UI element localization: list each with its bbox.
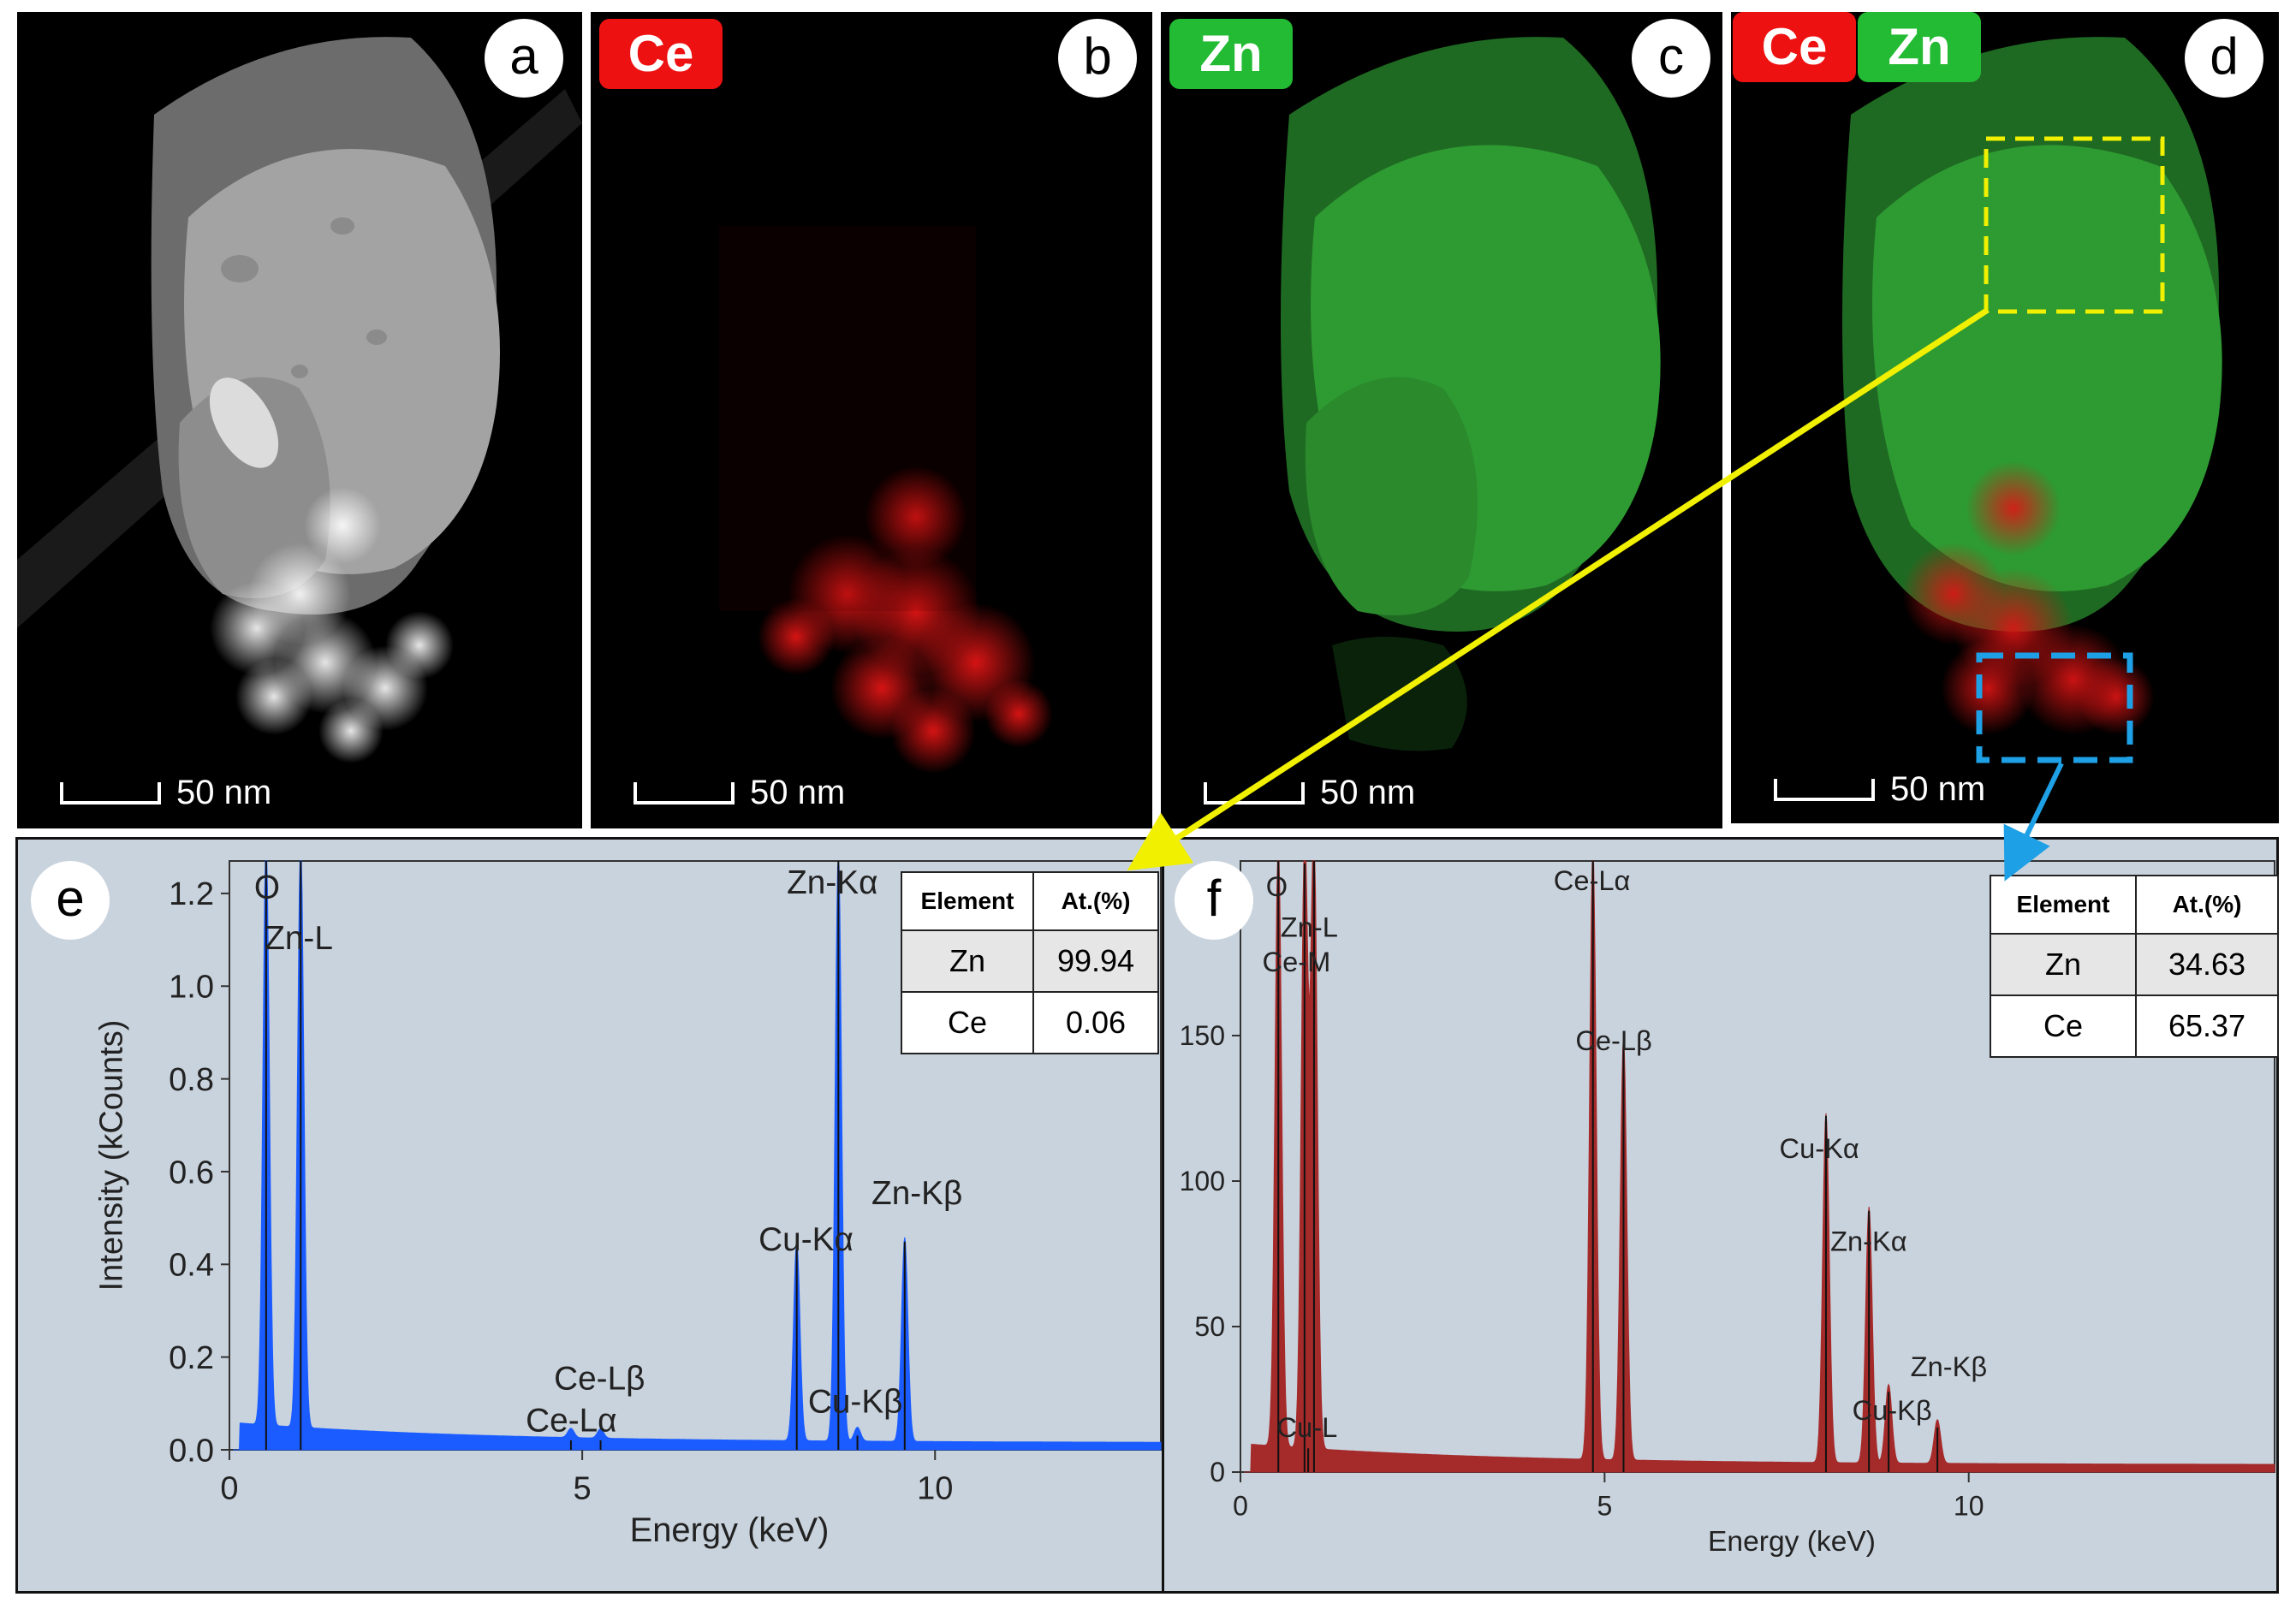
x-tick-label: 0 [220, 1471, 238, 1507]
x-tick-label: 5 [1597, 1490, 1612, 1521]
x-tick-label: 10 [917, 1471, 953, 1507]
panel-c: Zn c 50 nm [1161, 12, 1722, 828]
y-tick-label: 50 [1194, 1311, 1225, 1342]
y-tick-label: 0.4 [169, 1248, 214, 1284]
panel-letter: d [2185, 19, 2263, 98]
peak-label: Zn-Kα [1830, 1226, 1907, 1257]
ce-zn-overlay-image [1842, 37, 2222, 763]
peak-label: O [254, 869, 280, 905]
peak-label: Zn-Kα [787, 864, 877, 901]
panel-letter: c [1632, 19, 1710, 98]
scale-bar-label: 50 nm [176, 774, 272, 811]
y-axis-label: Intensity (kCounts) [94, 1020, 130, 1291]
y-tick-label: 100 [1180, 1166, 1225, 1196]
table-cell: Ce [901, 991, 1034, 1054]
scale-bar-line [1204, 782, 1305, 804]
element-tag-zn: Zn [1858, 12, 1981, 82]
peak-label: Zn-Kβ [871, 1175, 962, 1212]
panel-letter: f [1175, 861, 1253, 940]
element-tag-zn: Zn [1169, 19, 1293, 89]
table-header: At.(%) [1032, 871, 1159, 931]
table-cell: Ce [1990, 994, 2137, 1058]
table-cell: 34.63 [2135, 933, 2279, 996]
x-tick-label: 0 [1233, 1490, 1248, 1521]
element-tag-ce: Ce [1733, 12, 1856, 82]
table-cell: 99.94 [1032, 929, 1159, 993]
scale-bar-line [633, 782, 735, 804]
peak-label: Zn-Kβ [1911, 1351, 1987, 1382]
panel-d: Ce Zn d 50 nm [1731, 12, 2279, 823]
panel-letter: e [31, 861, 110, 940]
y-tick-label: 0.2 [169, 1340, 214, 1376]
panel-letter: a [485, 19, 563, 98]
peak-label: Ce-Lα [1554, 864, 1631, 896]
table-header: Element [901, 871, 1034, 931]
ce-region-box [1976, 652, 2133, 763]
table-header: At.(%) [2135, 875, 2279, 935]
peak-label: Zn-L [1281, 911, 1338, 942]
spectrum-e-chart: 0.0 0.2 0.4 0.6 0.8 1.0 1.2 0 5 10 Energy (keV) Int… [94, 860, 1162, 1549]
table-cell: Zn [1990, 933, 2137, 996]
panel-b: Ce b 50 nm [591, 12, 1152, 828]
composition-table-e: Element At.(%) Zn 99.94 Ce 0.06 [901, 871, 1159, 1054]
scale-bar-label: 50 nm [750, 774, 846, 811]
scale-bar-line [1774, 779, 1875, 801]
y-tick-label: 1.2 [169, 876, 214, 912]
y-tick-label: 0 [1210, 1457, 1225, 1487]
peak-label: Ce-Lβ [554, 1361, 645, 1398]
x-tick-label: 10 [1954, 1490, 1984, 1521]
peak-label: O [1266, 870, 1288, 902]
table-header: Element [1990, 875, 2137, 935]
y-tick-label: 0.8 [169, 1062, 214, 1098]
element-tag-ce: Ce [599, 19, 723, 89]
spectrum-area [1244, 859, 2275, 1473]
panel-letter: b [1058, 19, 1137, 98]
peak-label: Cu-Kβ [1853, 1394, 1932, 1426]
peak-label: Cu-Kβ [808, 1384, 903, 1421]
y-tick-label: 0.0 [169, 1433, 214, 1469]
y-tick-label: 150 [1180, 1020, 1225, 1051]
spectrum-f-chart: 0501001502000510Energy (keV)Intensity (C… [1180, 859, 2275, 1558]
peak-label: Cu-Kα [758, 1221, 854, 1258]
x-tick-label: 5 [574, 1471, 592, 1507]
haadf-image [17, 37, 582, 763]
y-tick-label: 0.6 [169, 1155, 214, 1190]
x-axis-label: Energy (keV) [1708, 1526, 1876, 1558]
table-cell: Zn [901, 929, 1034, 993]
y-tick-label: 1.0 [169, 970, 214, 1006]
peak-label: Zn-L [265, 920, 333, 957]
table-cell: 0.06 [1032, 991, 1159, 1054]
table-cell: 65.37 [2135, 994, 2279, 1058]
peak-label: Cu-Kα [1780, 1132, 1859, 1164]
composition-table-f: Element At.(%) Zn 34.63 Ce 65.37 [1990, 875, 2279, 1058]
zn-map-image [1281, 37, 1661, 751]
panel-a: a 50 nm [17, 12, 582, 828]
peak-label: Cu-L [1277, 1411, 1338, 1443]
zn-region-box [1984, 136, 2165, 314]
ce-map-image [719, 226, 1053, 774]
scale-bar-line [60, 782, 161, 804]
scale-bar-label: 50 nm [1890, 770, 1986, 808]
peak-label: Ce-Lβ [1575, 1024, 1651, 1056]
spectrum-area [233, 860, 1162, 1451]
peak-label: Ce-Lα [526, 1402, 616, 1439]
scale-bar-label: 50 nm [1320, 774, 1416, 811]
x-axis-label: Energy (keV) [630, 1511, 830, 1549]
peak-label: Ce-M [1263, 946, 1331, 977]
